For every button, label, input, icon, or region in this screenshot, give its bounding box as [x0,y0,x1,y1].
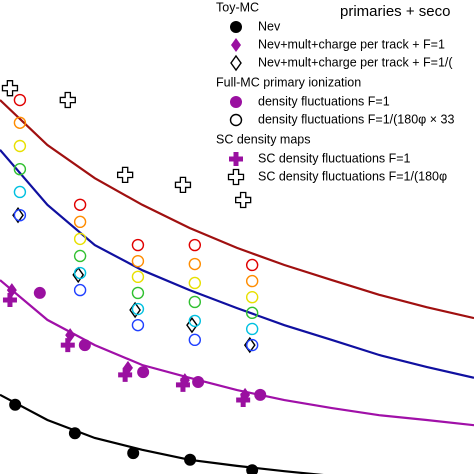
marker-plus [229,152,243,166]
marker-plus [59,91,76,109]
marker-circle [73,249,87,263]
marker-circle [13,139,27,153]
fit-curve [0,149,474,379]
marker-circle [13,163,27,176]
marker-circle [68,427,81,440]
legend-label: SC density fluctuations F=1/(180φ [258,169,447,183]
marker-circle [131,270,145,284]
marker-circle [254,388,267,401]
marker-plus [60,338,75,353]
marker-circle [78,339,91,352]
marker-circle [131,286,145,300]
marker-diamond [186,316,198,334]
marker-circle [245,306,259,320]
marker-plus [116,166,134,184]
marker-circle [188,276,202,290]
data-marks [1,80,267,474]
marker-plus [2,293,17,308]
legend-label: Nev+mult+charge per track + F=1/( [258,55,453,69]
marker-circle [137,366,150,379]
marker-circle [188,314,202,328]
legend-group-title: Full-MC primary ionization [216,75,361,89]
marker-circle [73,266,87,280]
legend-group-title: SC density maps [216,132,310,146]
marker-circle [230,21,242,33]
marker-circle [13,185,27,199]
chart-title: primaries + seco [340,3,450,20]
marker-circle [188,333,202,347]
marker-circle [131,318,145,332]
marker-plus [227,168,245,186]
marker-circle [131,238,145,252]
marker-plus [1,80,19,97]
legend-label: Nev+mult+charge per track + F=1 [258,37,445,51]
marker-circle [73,232,87,246]
fit-curve [0,99,474,320]
marker-circle [245,290,259,304]
marker-circle [13,208,27,222]
legend-group-title: Toy-MC [216,0,259,14]
marker-plus [235,191,252,209]
marker-circle [188,295,202,309]
marker-circle [245,274,259,288]
marker-diamond [231,38,241,52]
marker-circle [245,322,259,336]
marker-circle [13,93,27,107]
legend-label: density fluctuations F=1 [258,94,390,108]
legend-label: Nev [258,19,281,33]
marker-circle [13,116,27,129]
marker-plus [175,377,190,392]
marker-circle [192,376,205,389]
marker-circle [73,283,87,297]
marker-circle [131,254,145,268]
marker-circle [73,198,87,211]
marker-circle [73,215,87,229]
marker-diamond [230,54,242,72]
marker-circle [245,338,259,352]
marker-circle [33,286,46,299]
marker-plus [236,393,251,408]
marker-circle [188,238,202,252]
marker-circle [127,447,140,460]
marker-circle [246,464,259,474]
marker-circle [188,257,202,271]
fit-curve [0,279,474,427]
legend-label: density fluctuations F=1/(180φ × 33 [258,112,454,126]
marker-circle [131,302,145,316]
legend-label: SC density fluctuations F=1 [258,151,411,165]
marker-circle [229,113,243,127]
marker-circle [184,453,197,466]
marker-circle [230,96,242,108]
legend: Toy-MC Nev Nev+mult+charge per track + F=1… [216,0,454,186]
marker-plus [118,367,133,382]
marker-circle [245,258,259,272]
marker-circle [9,398,22,411]
marker-plus [174,176,192,194]
marker-diamond [129,301,141,319]
